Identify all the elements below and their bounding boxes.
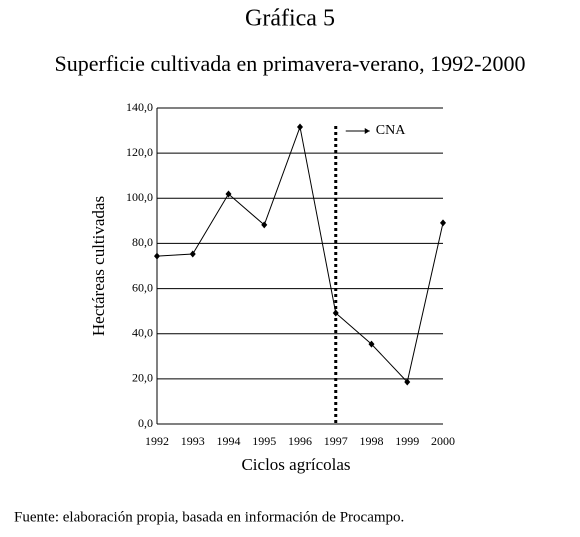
data-point <box>154 252 160 260</box>
y-tick-label: 140,0 <box>126 100 153 114</box>
arrow-head <box>364 128 370 134</box>
y-tick-label: 40,0 <box>132 325 153 339</box>
x-tick-label: 1999 <box>395 434 419 448</box>
x-tick-label: 1992 <box>145 434 169 448</box>
x-tick-label: 1998 <box>360 434 384 448</box>
chart-subtitle: Superficie cultivada en primavera-verano… <box>55 51 526 76</box>
y-tick-label: 60,0 <box>132 280 153 294</box>
y-tick-label: 20,0 <box>132 371 153 385</box>
y-tick-label: 100,0 <box>126 190 153 204</box>
x-tick-label: 1994 <box>217 434 241 448</box>
data-point <box>189 250 196 258</box>
y-axis-label: Hectáreas cultivadas <box>89 196 108 336</box>
x-tick-label: 1995 <box>252 434 276 448</box>
source-note: Fuente: elaboración propia, basada en in… <box>14 509 404 525</box>
y-tick-label: 120,0 <box>126 145 153 159</box>
data-point <box>440 219 446 227</box>
data-point <box>261 221 268 229</box>
data-point <box>368 340 375 348</box>
chart-title: Gráfica 5 <box>245 6 335 32</box>
x-tick-label: 1996 <box>288 434 312 448</box>
data-line <box>156 125 444 384</box>
x-axis-label: Ciclos agrícolas <box>241 455 350 474</box>
y-tick-label: 0,0 <box>138 416 153 430</box>
x-tick-label: 2000 <box>431 434 455 448</box>
data-point <box>297 123 303 131</box>
data-point <box>332 309 339 317</box>
data-point <box>225 190 232 198</box>
x-tick-label: 1997 <box>324 434 348 448</box>
y-tick-label: 80,0 <box>132 235 153 249</box>
data-point <box>404 378 411 386</box>
annotation: CNA <box>376 123 406 138</box>
x-tick-label: 1993 <box>181 434 205 448</box>
